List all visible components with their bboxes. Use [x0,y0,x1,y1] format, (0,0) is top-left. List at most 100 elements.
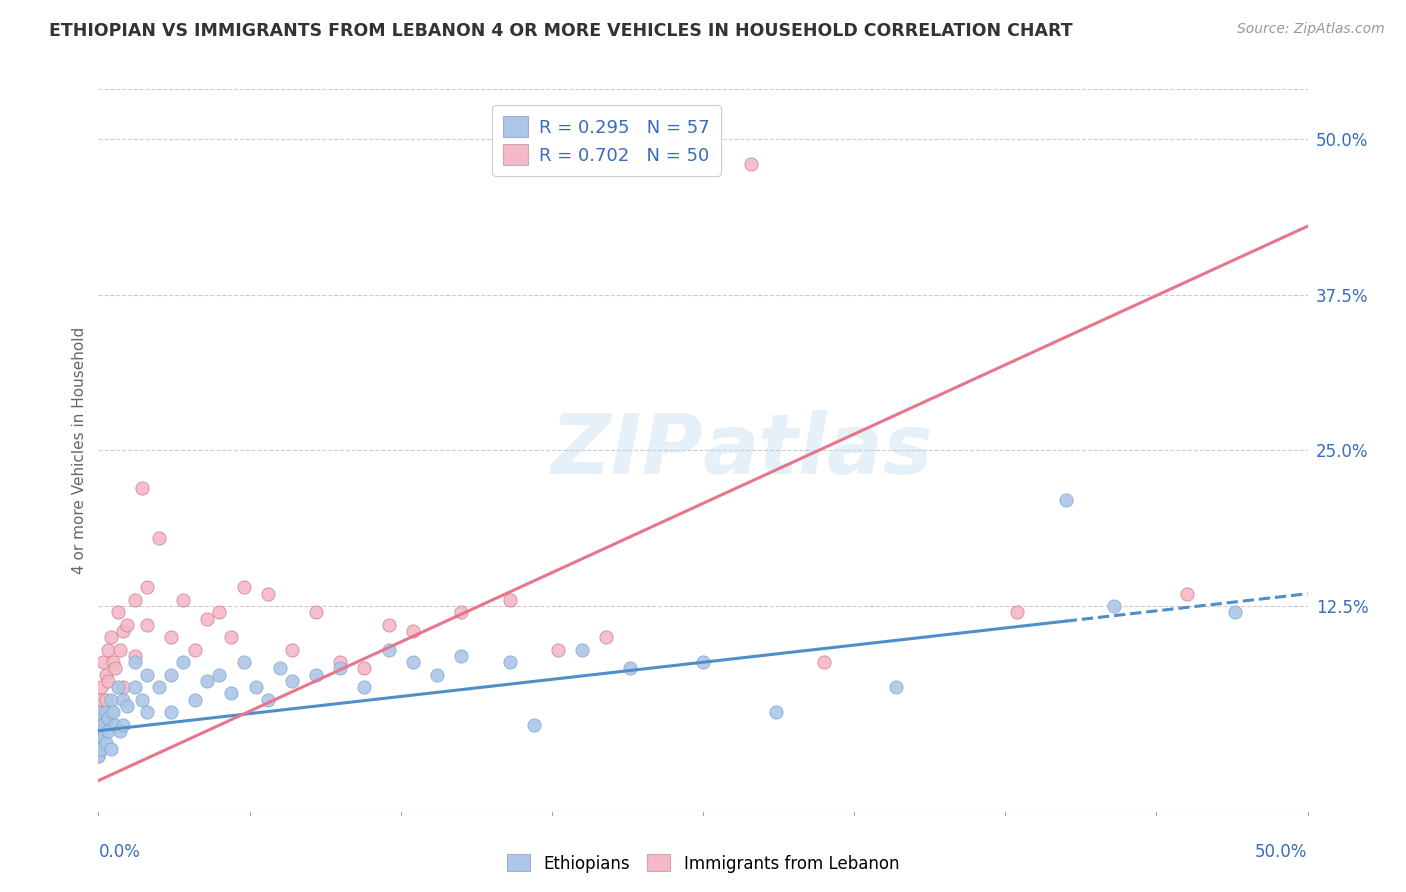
Point [450,606,472,620]
Point [97,723,120,738]
Point [111,680,134,694]
Point [101,705,124,719]
Point [97,711,120,725]
Point [595,630,617,644]
Point [148,531,170,545]
Point [329,655,352,669]
Point [402,655,425,669]
Point [172,655,194,669]
Point [232,581,254,595]
Point [692,655,714,669]
Point [90,705,112,719]
Text: ZIP: ZIP [550,410,703,491]
Point [269,661,291,675]
Point [100,630,122,644]
Point [107,606,129,620]
Point [353,661,375,675]
Point [498,655,520,669]
Point [108,642,131,657]
Point [172,593,194,607]
Point [90,723,112,738]
Point [281,673,304,688]
Point [377,618,399,632]
Point [87,717,110,731]
Point [571,642,593,657]
Point [498,593,520,607]
Point [256,587,278,601]
Point [94,692,117,706]
Point [184,692,207,706]
Text: Source: ZipAtlas.com: Source: ZipAtlas.com [1237,22,1385,37]
Point [91,711,114,725]
Point [305,606,328,620]
Point [426,667,449,681]
Point [1054,493,1077,508]
Point [91,655,114,669]
Point [87,748,110,763]
Point [108,723,131,738]
Point [111,624,134,639]
Point [87,692,110,706]
Point [765,705,787,719]
Point [135,667,157,681]
Point [104,661,127,675]
Point [90,680,112,694]
Point [111,692,134,706]
Point [91,717,114,731]
Point [184,642,207,657]
Point [131,692,153,706]
Point [100,705,122,719]
Point [87,742,110,756]
Point [160,667,183,681]
Point [523,717,546,731]
Point [87,730,110,744]
Point [221,686,243,700]
Text: 50.0%: 50.0% [1256,843,1308,861]
Point [135,581,157,595]
Point [353,680,375,694]
Point [87,705,110,719]
Point [117,618,139,632]
Point [1102,599,1125,614]
Legend: Ethiopians, Immigrants from Lebanon: Ethiopians, Immigrants from Lebanon [501,847,905,880]
Point [1175,587,1198,601]
Point [97,642,120,657]
Point [100,742,122,756]
Text: atlas: atlas [703,410,934,491]
Point [100,692,122,706]
Point [450,648,472,663]
Point [87,711,110,725]
Point [135,618,157,632]
Point [160,630,183,644]
Point [87,748,110,763]
Point [547,642,569,657]
Point [101,655,124,669]
Point [90,742,112,756]
Point [131,481,153,495]
Legend: R = 0.295   N = 57, R = 0.702   N = 50: R = 0.295 N = 57, R = 0.702 N = 50 [492,105,720,176]
Point [195,612,218,626]
Point [124,593,146,607]
Point [94,736,117,750]
Point [87,736,110,750]
Point [208,606,231,620]
Point [377,642,399,657]
Point [135,705,157,719]
Y-axis label: 4 or more Vehicles in Household: 4 or more Vehicles in Household [72,326,87,574]
Point [195,673,218,688]
Point [232,655,254,669]
Text: ETHIOPIAN VS IMMIGRANTS FROM LEBANON 4 OR MORE VEHICLES IN HOUSEHOLD CORRELATION: ETHIOPIAN VS IMMIGRANTS FROM LEBANON 4 O… [49,22,1073,40]
Point [117,698,139,713]
Point [281,642,304,657]
Point [91,730,114,744]
Point [104,717,127,731]
Point [124,655,146,669]
Point [111,717,134,731]
Point [94,705,117,719]
Point [87,723,110,738]
Point [886,680,908,694]
Text: 0.0%: 0.0% [98,843,141,861]
Point [1223,606,1246,620]
Point [148,680,170,694]
Point [740,157,762,171]
